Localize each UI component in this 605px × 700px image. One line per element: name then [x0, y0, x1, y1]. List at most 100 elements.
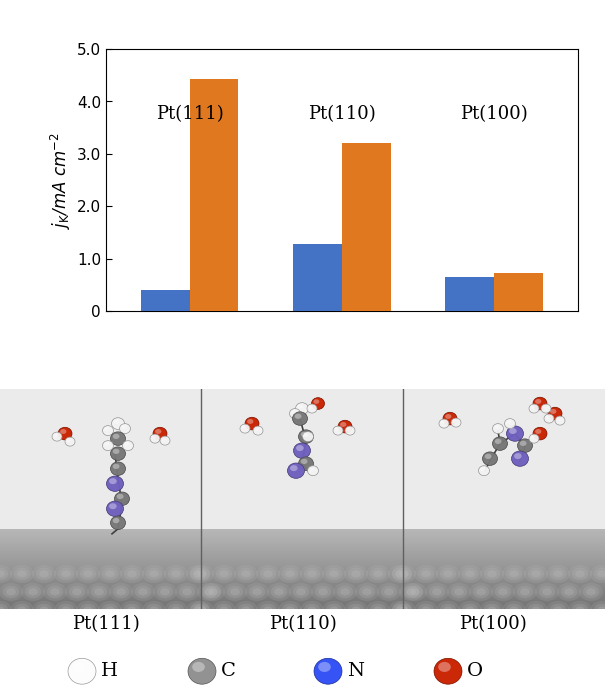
- Ellipse shape: [123, 603, 140, 616]
- Ellipse shape: [293, 586, 309, 598]
- Ellipse shape: [304, 568, 321, 580]
- Ellipse shape: [223, 583, 247, 601]
- Ellipse shape: [434, 658, 462, 684]
- Bar: [189, 80, 238, 312]
- Ellipse shape: [524, 601, 548, 619]
- Ellipse shape: [298, 457, 313, 470]
- Ellipse shape: [240, 424, 250, 433]
- Ellipse shape: [50, 589, 60, 596]
- Ellipse shape: [287, 463, 304, 478]
- Ellipse shape: [194, 568, 211, 580]
- Ellipse shape: [241, 570, 251, 578]
- Ellipse shape: [445, 414, 451, 419]
- Ellipse shape: [47, 586, 64, 598]
- Ellipse shape: [215, 603, 232, 616]
- Ellipse shape: [245, 417, 259, 430]
- Bar: [141, 290, 189, 312]
- Ellipse shape: [13, 568, 30, 580]
- Ellipse shape: [122, 441, 134, 451]
- Ellipse shape: [438, 662, 451, 672]
- Ellipse shape: [517, 586, 534, 598]
- Ellipse shape: [193, 570, 203, 578]
- Ellipse shape: [260, 568, 276, 580]
- Ellipse shape: [298, 430, 313, 443]
- Ellipse shape: [451, 418, 461, 427]
- Ellipse shape: [151, 435, 156, 439]
- Ellipse shape: [94, 589, 104, 596]
- Ellipse shape: [178, 586, 195, 598]
- Ellipse shape: [212, 601, 236, 619]
- Ellipse shape: [0, 565, 12, 583]
- Ellipse shape: [134, 586, 151, 598]
- Ellipse shape: [529, 404, 539, 413]
- Ellipse shape: [454, 589, 464, 596]
- Ellipse shape: [142, 565, 166, 583]
- Ellipse shape: [164, 601, 188, 619]
- Ellipse shape: [333, 583, 357, 601]
- Ellipse shape: [58, 427, 72, 440]
- Ellipse shape: [300, 565, 324, 583]
- Text: Pt(110): Pt(110): [269, 615, 336, 633]
- Ellipse shape: [359, 586, 375, 598]
- Ellipse shape: [230, 589, 240, 596]
- Ellipse shape: [302, 432, 313, 442]
- Ellipse shape: [575, 570, 585, 578]
- Ellipse shape: [61, 570, 71, 578]
- Ellipse shape: [2, 586, 19, 598]
- Ellipse shape: [399, 583, 423, 601]
- Text: Pt(100): Pt(100): [459, 615, 527, 633]
- Ellipse shape: [531, 405, 535, 409]
- Ellipse shape: [590, 601, 605, 619]
- Ellipse shape: [83, 606, 93, 614]
- Ellipse shape: [105, 606, 115, 614]
- Ellipse shape: [67, 438, 71, 442]
- Ellipse shape: [377, 583, 401, 601]
- Ellipse shape: [0, 606, 5, 614]
- Ellipse shape: [171, 570, 181, 578]
- Ellipse shape: [348, 568, 364, 580]
- Ellipse shape: [351, 570, 361, 578]
- Ellipse shape: [109, 478, 117, 484]
- Ellipse shape: [502, 565, 526, 583]
- Ellipse shape: [344, 565, 368, 583]
- Ellipse shape: [557, 417, 561, 421]
- Ellipse shape: [197, 583, 221, 601]
- Ellipse shape: [111, 418, 125, 429]
- Ellipse shape: [54, 601, 78, 619]
- Ellipse shape: [121, 425, 126, 429]
- Ellipse shape: [564, 589, 574, 596]
- Ellipse shape: [462, 603, 479, 616]
- Ellipse shape: [292, 412, 307, 426]
- Ellipse shape: [509, 606, 519, 614]
- Ellipse shape: [322, 601, 346, 619]
- Ellipse shape: [528, 568, 544, 580]
- Ellipse shape: [255, 427, 259, 430]
- Ellipse shape: [263, 606, 273, 614]
- Ellipse shape: [345, 426, 355, 435]
- Ellipse shape: [396, 603, 413, 616]
- Ellipse shape: [149, 570, 159, 578]
- Ellipse shape: [113, 518, 120, 523]
- Ellipse shape: [157, 586, 174, 598]
- Ellipse shape: [57, 603, 74, 616]
- Ellipse shape: [436, 565, 460, 583]
- Ellipse shape: [36, 568, 53, 580]
- Ellipse shape: [544, 414, 554, 423]
- Ellipse shape: [315, 586, 332, 598]
- Ellipse shape: [314, 658, 342, 684]
- Ellipse shape: [531, 435, 535, 439]
- Ellipse shape: [506, 426, 523, 441]
- Text: N: N: [347, 662, 364, 680]
- Ellipse shape: [443, 412, 457, 425]
- Ellipse shape: [505, 419, 515, 428]
- Ellipse shape: [201, 583, 225, 601]
- Ellipse shape: [347, 427, 351, 430]
- Ellipse shape: [256, 565, 280, 583]
- Ellipse shape: [568, 565, 592, 583]
- Ellipse shape: [122, 441, 134, 451]
- Ellipse shape: [491, 583, 515, 601]
- Ellipse shape: [106, 501, 123, 517]
- Ellipse shape: [458, 601, 482, 619]
- Ellipse shape: [443, 570, 453, 578]
- Ellipse shape: [483, 603, 500, 616]
